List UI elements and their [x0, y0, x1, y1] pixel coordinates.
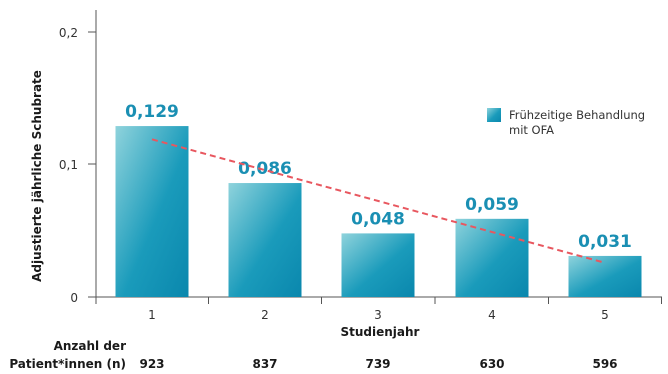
patients-value: 596: [592, 357, 617, 371]
x-tick-label: 2: [261, 308, 269, 322]
legend-label-line2: mit OFA: [509, 123, 554, 137]
bar-year-1: [115, 126, 189, 297]
bar-year-2: [228, 183, 302, 297]
patients-label-line1: Anzahl der: [54, 339, 126, 353]
y-tick-label: 0: [70, 291, 78, 305]
patients-value: 923: [139, 357, 164, 371]
x-tick-label: 3: [374, 308, 382, 322]
x-tick-label: 1: [148, 308, 156, 322]
y-tick-label: 0,1: [59, 158, 78, 172]
patients-value: 837: [252, 357, 277, 371]
x-tick-label: 5: [601, 308, 609, 322]
legend-swatch: [487, 108, 501, 122]
bar-year-4: [455, 218, 529, 297]
patients-label-line2: Patient*innen (n): [9, 357, 126, 371]
y-axis-title: Adjustierte jährliche Schubrate: [30, 70, 44, 282]
bar-value-label: 0,031: [578, 232, 632, 252]
legend-label-line1: Frühzeitige Behandlung: [509, 108, 645, 122]
bar-value-label: 0,059: [465, 195, 519, 215]
patients-value: 739: [365, 357, 390, 371]
bar-value-label: 0,129: [125, 102, 179, 122]
x-tick-label: 4: [488, 308, 496, 322]
bar-value-label: 0,086: [238, 159, 292, 179]
x-axis-title: Studienjahr: [341, 325, 420, 339]
patients-value: 630: [479, 357, 504, 371]
bar-year-5: [568, 255, 642, 297]
y-tick-label: 0,2: [59, 26, 78, 40]
trend-line: [151, 138, 605, 264]
bar-value-label: 0,048: [351, 209, 405, 229]
bar-year-3: [341, 233, 415, 297]
